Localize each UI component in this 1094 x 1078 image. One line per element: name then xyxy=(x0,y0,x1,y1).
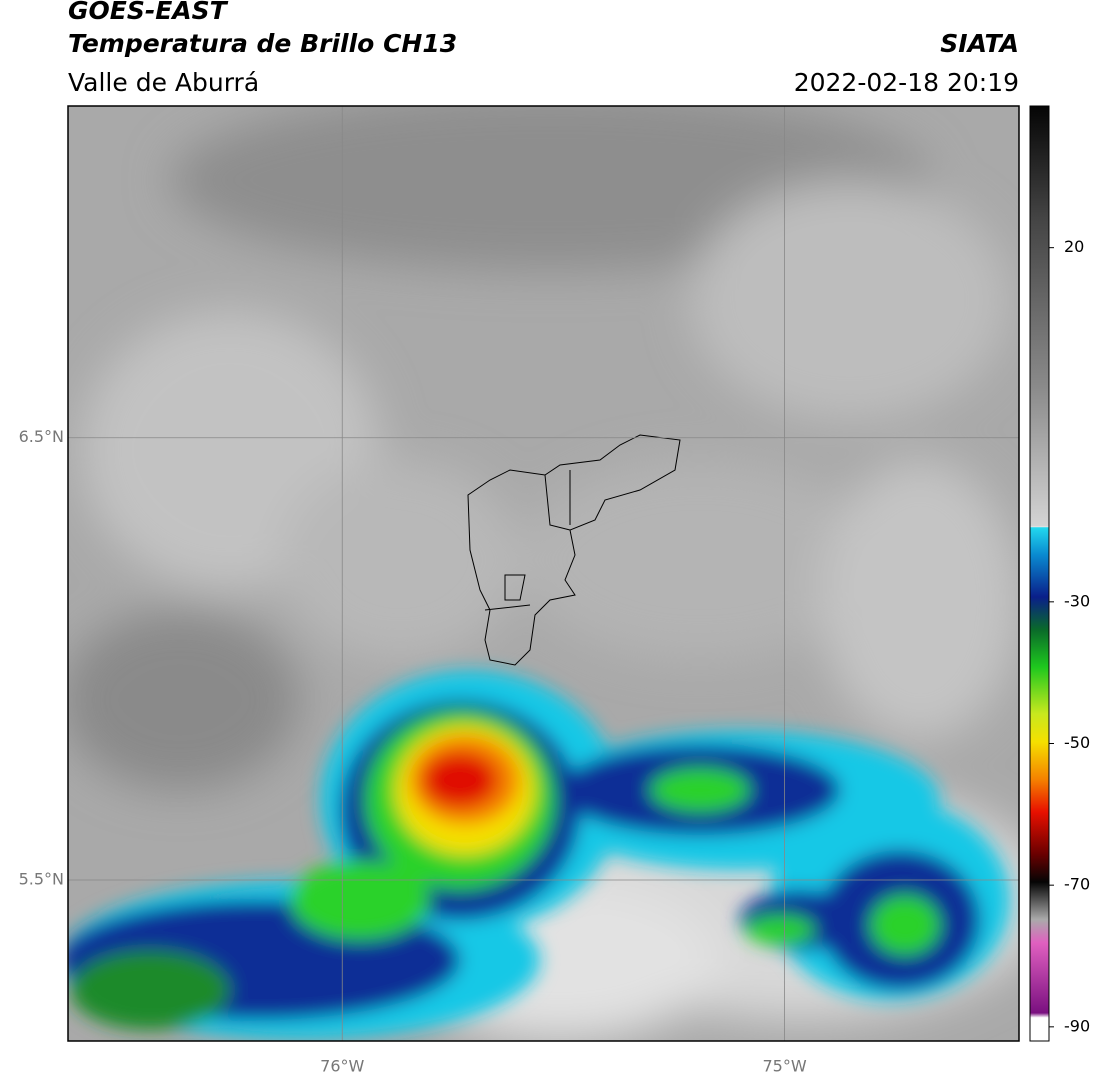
source: SIATA xyxy=(940,29,1019,58)
datetime: 2022-02-18 20:19 xyxy=(794,68,1019,97)
subtitle: Temperatura de Brillo CH13 xyxy=(68,29,457,58)
colorbar-tick-label: -70 xyxy=(1064,875,1090,894)
colorbar-tick-label: -50 xyxy=(1064,733,1090,752)
lat-tick-label: 6.5°N xyxy=(19,427,64,446)
map-frame xyxy=(67,105,1020,1042)
region: Valle de Aburrá xyxy=(68,68,259,97)
satellite-image xyxy=(68,106,1019,1041)
municipal-boundaries xyxy=(467,434,681,666)
title: GOES-EAST xyxy=(68,0,229,25)
lon-tick-label: 75°W xyxy=(762,1057,806,1076)
lon-tick-label: 76°W xyxy=(320,1057,364,1076)
colorbar-tick-label: -90 xyxy=(1064,1016,1090,1035)
colorbar xyxy=(1029,105,1050,1042)
colorbar-tick-label: -30 xyxy=(1064,591,1090,610)
lat-tick-label: 5.5°N xyxy=(19,870,64,889)
colorbar-tick-label: 20 xyxy=(1064,237,1084,256)
